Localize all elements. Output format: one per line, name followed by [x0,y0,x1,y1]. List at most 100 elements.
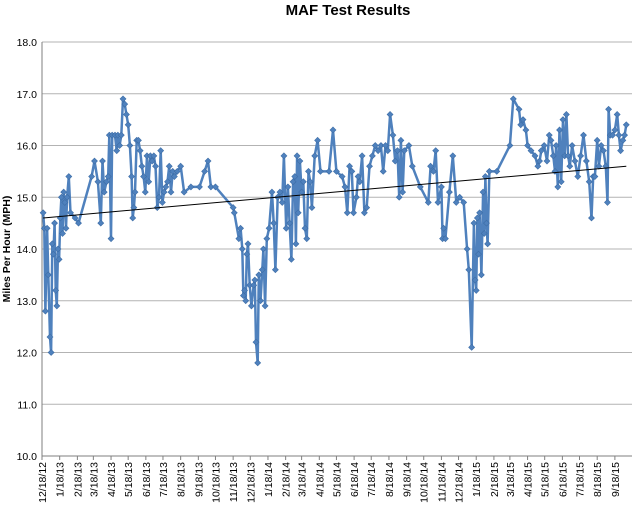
series [39,95,630,367]
data-point [434,199,442,206]
data-point [286,219,294,227]
data-point [382,142,389,149]
data-point [57,193,65,201]
y-tick-label: 15.0 [17,192,38,204]
y-tick-label: 13.0 [17,296,38,308]
x-axis-tick-labels: 12/18/12 1/18/13 2/18/13 3/18/13 4/18/13 5/18… [37,456,622,503]
data-point [212,183,219,191]
data-point [379,167,387,175]
data-point [338,173,346,180]
data-point [622,121,630,129]
data-point [416,183,424,191]
data-point [51,219,58,227]
data-point [311,152,319,160]
data-point [130,204,138,212]
x-tick-label: 9/18/13 [193,462,205,497]
data-point [207,183,215,191]
data-point [613,111,621,118]
data-point [356,178,364,186]
data-point [329,126,337,134]
x-tick-label: 2/18/13 [72,462,84,497]
data-point [187,183,195,191]
x-tick-label: 2/18/15 [489,462,501,497]
data-point [568,142,576,149]
data-point [91,157,98,165]
data-point [131,188,139,196]
y-tick-label: 10.0 [17,451,38,463]
data-point [47,349,55,356]
data-point [352,193,360,201]
data-point [230,209,238,217]
data-point [235,235,243,243]
data-point [165,162,173,170]
data-point [71,214,79,222]
data-point [557,178,565,186]
data-point [343,209,351,217]
data-point [308,204,316,212]
data-point [341,183,349,191]
x-tick-label: 6/18/15 [557,462,569,497]
data-point [155,193,163,201]
data-point [408,162,416,170]
data-point [540,142,548,149]
x-tick-label: 9/18/15 [610,462,622,497]
data-point [524,142,532,149]
data-point [116,142,124,149]
data-point [534,162,542,170]
data-point [449,152,457,160]
data-point [52,286,60,294]
data-point [348,167,356,175]
data-point [484,240,492,248]
x-tick-label: 3/18/15 [505,462,517,497]
series-line [41,97,628,365]
data-point [128,173,136,180]
trendline [43,165,627,219]
x-tick-label: 12/18/12 [37,462,49,503]
data-point [377,142,385,149]
data-point [346,162,353,170]
data-point [363,204,371,212]
data-point [148,157,156,165]
x-tick-label: 4/18/13 [106,462,118,497]
data-point [368,152,376,160]
data-point [585,178,593,186]
data-point [317,167,324,175]
data-point [517,121,525,129]
data-point [440,224,448,232]
data-point [75,219,82,227]
x-tick-label: 8/18/15 [592,462,604,497]
chart-title: MAF Test Results [286,2,411,19]
data-point [39,209,47,217]
data-point [167,188,175,196]
data-point [258,266,266,274]
data-point [473,214,481,222]
data-point [126,142,134,149]
data-point [617,147,625,155]
data-point [441,235,449,243]
data-point [595,162,603,170]
data-point [549,152,557,160]
data-point [600,147,607,155]
x-tick-label: 5/18/15 [540,462,552,497]
y-tick-label: 12.0 [17,348,38,360]
data-point [333,167,340,175]
data-point [481,173,489,180]
data-point [113,147,121,155]
x-tick-label: 3/18/14 [297,462,309,497]
data-point [472,286,480,294]
data-point [237,224,244,232]
data-point [597,142,605,149]
data-point [460,199,468,206]
data-point [350,209,357,217]
data-point [88,173,96,180]
data-point [621,131,629,139]
data-point [389,131,397,139]
y-axis-label: Miles Per Hour (MPH) [1,196,13,303]
x-tick-label: 12/18/13 [245,462,257,503]
axes [41,42,632,457]
data-point [515,105,523,113]
data-point [170,173,178,180]
data-point [278,199,286,206]
data-point [268,188,276,196]
